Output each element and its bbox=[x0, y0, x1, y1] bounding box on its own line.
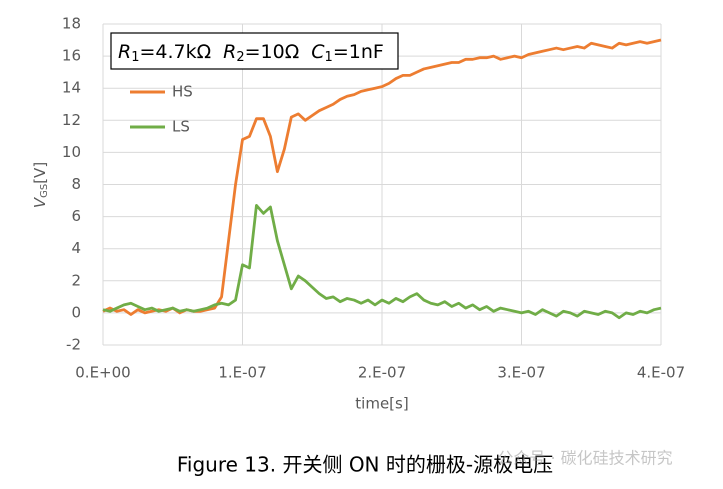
y-label-subscript: GS bbox=[39, 184, 50, 198]
y-tick-label: 10 bbox=[62, 143, 81, 161]
watermark: 公众号 · 碳化硅技术研究 bbox=[497, 449, 672, 468]
y-tick-label: -2 bbox=[66, 336, 81, 354]
y-tick-label: 8 bbox=[71, 175, 81, 193]
grid bbox=[102, 23, 662, 346]
annotation-symbol: R bbox=[223, 41, 236, 63]
y-tick-label: 16 bbox=[62, 47, 81, 65]
annotation-text: =4.7kΩ bbox=[139, 41, 211, 63]
y-tick-label: 12 bbox=[62, 111, 81, 129]
annotation-text: =1nF bbox=[333, 41, 384, 63]
y-tick-label: 0 bbox=[71, 303, 81, 321]
x-tick-label: 2.E-07 bbox=[358, 364, 406, 382]
y-tick-label: 18 bbox=[62, 15, 81, 33]
legend-label: LS bbox=[172, 118, 190, 136]
y-axis-label: VGS[V] bbox=[31, 162, 51, 208]
annotation-symbol: R bbox=[118, 41, 131, 63]
x-tick-label: 4.E-07 bbox=[637, 364, 685, 382]
y-label-unit: [V] bbox=[31, 162, 49, 184]
y-tick-label: 14 bbox=[62, 79, 81, 97]
x-tick-label: 1.E-07 bbox=[218, 364, 266, 382]
legend-label: HS bbox=[172, 83, 193, 101]
annotation: R1=4.7kΩ R2=10Ω C1=1nF bbox=[118, 41, 384, 65]
x-tick-label: 0.E+00 bbox=[75, 364, 130, 382]
annotation-symbol: C bbox=[311, 41, 325, 63]
annotation-subscript: 1 bbox=[131, 50, 139, 65]
annotation-subscript: 1 bbox=[325, 50, 333, 65]
annotation-subscript: 2 bbox=[236, 50, 244, 65]
annotation-box bbox=[110, 32, 399, 70]
y-tick-label: 6 bbox=[71, 207, 81, 225]
y-tick-label: 4 bbox=[71, 239, 81, 257]
y-tick-label: 2 bbox=[71, 271, 81, 289]
x-tick-label: 3.E-07 bbox=[497, 364, 545, 382]
y-label-symbol: V bbox=[31, 196, 49, 208]
annotation-text: =10Ω bbox=[245, 41, 300, 63]
x-axis-label: time[s] bbox=[355, 395, 408, 413]
caption: Figure 13. 开关侧 ON 时的栅极-源极电压 bbox=[177, 453, 553, 477]
series-line bbox=[102, 203, 662, 320]
